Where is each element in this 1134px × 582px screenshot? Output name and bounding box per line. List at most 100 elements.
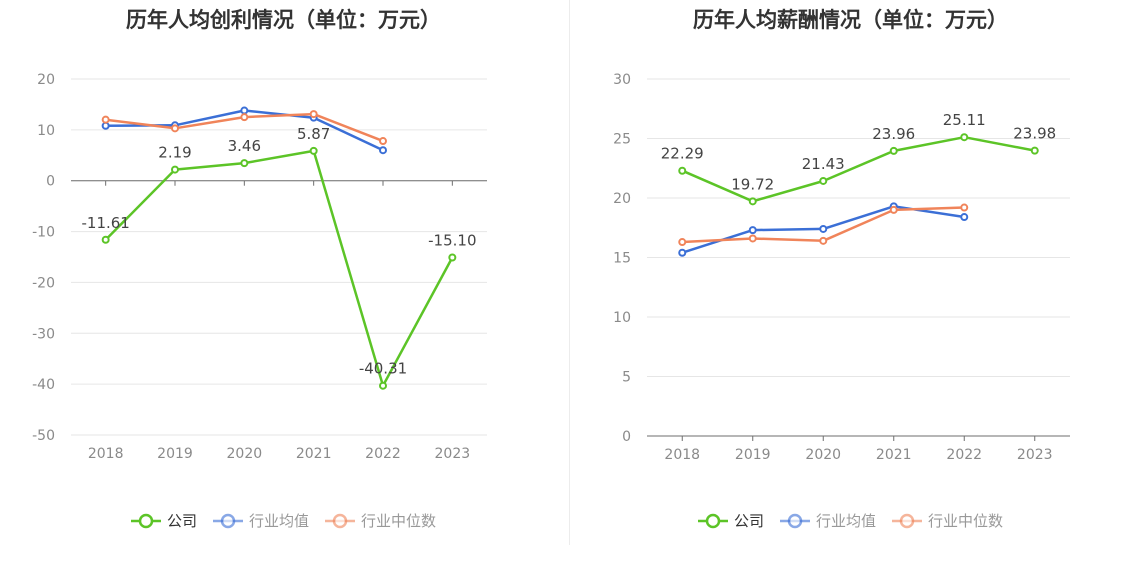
data-point[interactable] xyxy=(240,113,249,122)
data-label: -40.31 xyxy=(359,360,407,378)
legend-marker-icon xyxy=(892,513,922,528)
legend-circle xyxy=(138,513,154,528)
data-point[interactable] xyxy=(1030,146,1039,155)
x-tick-label: 2022 xyxy=(946,447,982,463)
data-point[interactable] xyxy=(448,253,457,262)
data-point[interactable] xyxy=(889,205,898,214)
salary-chart-plot: 30 25 20 15 10 5 0 2018 2019 2020 2021 2022 2023 22.2… xyxy=(613,72,1070,463)
data-point[interactable] xyxy=(309,146,318,155)
x-tick-label: 2018 xyxy=(88,446,124,462)
legend-marker-icon xyxy=(130,513,161,528)
x-tick-label: 2019 xyxy=(157,446,193,462)
y-tick-label: 30 xyxy=(613,72,631,88)
data-label: 3.46 xyxy=(228,137,261,155)
legend-marker-icon xyxy=(697,513,728,528)
chart-title: 历年人均薪酬情况（单位：万元） xyxy=(693,8,1008,32)
series-line-2 xyxy=(682,206,965,244)
data-point[interactable] xyxy=(101,121,110,130)
data-point[interactable] xyxy=(889,146,898,155)
data-point[interactable] xyxy=(379,137,387,146)
data-point[interactable] xyxy=(819,236,828,245)
data-label: 25.11 xyxy=(943,111,986,129)
x-tick-label: 2021 xyxy=(876,447,912,463)
legend-item[interactable]: 行业中位数 xyxy=(325,510,436,531)
y-tick-label: 5 xyxy=(622,370,631,386)
data-point[interactable] xyxy=(101,115,110,124)
y-tick-label: 0 xyxy=(622,429,631,445)
x-tick-label: 2019 xyxy=(735,447,771,463)
series-line-0 xyxy=(104,149,454,387)
data-point[interactable] xyxy=(678,238,687,247)
legend-item[interactable]: 行业均值 xyxy=(212,510,309,531)
data-label: 2.19 xyxy=(158,144,191,162)
data-label: 23.96 xyxy=(872,125,915,143)
legend-label: 行业中位数 xyxy=(928,512,1004,530)
legend-label: 公司 xyxy=(166,512,197,530)
x-tick-label: 2023 xyxy=(1017,447,1053,463)
data-point[interactable] xyxy=(240,159,249,168)
x-tick-label: 2020 xyxy=(805,447,841,463)
y-tick-label: -30 xyxy=(32,326,55,342)
chart-legend: 公司 行业均值 行业中位数 xyxy=(0,510,567,531)
legend-marker-icon xyxy=(212,513,243,528)
legend-label: 行业均值 xyxy=(248,512,309,530)
legend-circle xyxy=(787,513,803,528)
chart-title: 历年人均创利情况（单位：万元） xyxy=(126,8,441,32)
data-point[interactable] xyxy=(960,203,969,212)
legend-circle xyxy=(220,513,236,528)
data-label: 23.98 xyxy=(1013,125,1056,143)
y-tick-label: 10 xyxy=(37,123,55,139)
data-label: 5.87 xyxy=(297,125,330,143)
y-tick-label: -40 xyxy=(32,377,55,393)
data-label: 19.72 xyxy=(731,175,774,193)
data-label: 21.43 xyxy=(802,155,845,173)
legend-item[interactable]: 行业均值 xyxy=(779,510,876,531)
legend-circle xyxy=(332,513,348,528)
data-point[interactable] xyxy=(101,235,110,244)
legend-item[interactable]: 行业中位数 xyxy=(892,510,1003,531)
data-point[interactable] xyxy=(678,248,687,257)
data-point[interactable] xyxy=(960,213,969,222)
data-point[interactable] xyxy=(379,381,387,390)
y-tick-label: 20 xyxy=(613,191,631,207)
salary-per-capita-chart: 历年人均薪酬情况（单位：万元） 30 25 20 15 10 5 0 2018 2019 2020… xyxy=(567,0,1134,582)
data-point[interactable] xyxy=(171,124,179,133)
x-tick-label: 2018 xyxy=(664,447,700,463)
legend-marker-icon xyxy=(779,513,810,528)
profit-per-capita-chart: 历年人均创利情况（单位：万元） 20 10 0 -10 -20 -30 -40 -50 2018… xyxy=(0,8,567,531)
y-tick-label: 20 xyxy=(37,72,55,88)
y-tick-label: -20 xyxy=(32,275,55,291)
data-point[interactable] xyxy=(819,176,828,185)
data-point[interactable] xyxy=(748,197,757,206)
data-point[interactable] xyxy=(748,226,757,235)
data-point[interactable] xyxy=(240,106,249,115)
data-point[interactable] xyxy=(819,224,828,233)
legend-label: 行业中位数 xyxy=(361,512,437,530)
data-point[interactable] xyxy=(171,165,179,174)
data-point[interactable] xyxy=(960,133,969,142)
y-tick-label: 10 xyxy=(613,310,631,326)
data-point[interactable] xyxy=(379,146,387,155)
y-tick-label: -50 xyxy=(32,428,55,444)
legend-marker-icon xyxy=(325,513,355,528)
legend-circle xyxy=(899,513,915,528)
x-tick-label: 2020 xyxy=(227,446,263,462)
data-point[interactable] xyxy=(748,234,757,243)
data-label: -11.61 xyxy=(81,214,129,232)
y-tick-label: 25 xyxy=(613,132,631,148)
profit-chart-plot: 20 10 0 -10 -20 -30 -40 -50 2018 2019 2020 2021 2022… xyxy=(32,72,487,462)
data-point[interactable] xyxy=(678,166,687,175)
legend-item[interactable]: 公司 xyxy=(697,510,764,531)
data-label: -15.10 xyxy=(428,232,476,250)
data-point[interactable] xyxy=(309,110,318,119)
x-tick-label: 2021 xyxy=(296,446,332,462)
panel-divider xyxy=(569,0,570,545)
legend-label: 行业均值 xyxy=(815,512,876,530)
legend-circle xyxy=(705,513,721,528)
legend-label: 公司 xyxy=(733,512,764,530)
legend-item[interactable]: 公司 xyxy=(130,510,197,531)
chart-legend: 公司 行业均值 行业中位数 xyxy=(567,510,1134,531)
series-line-0 xyxy=(681,135,1036,203)
y-tick-label: 0 xyxy=(46,174,55,190)
x-tick-label: 2022 xyxy=(365,446,401,462)
